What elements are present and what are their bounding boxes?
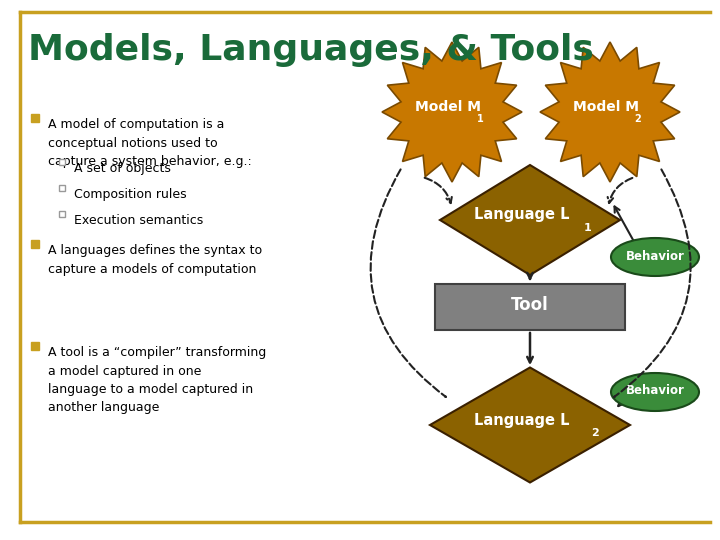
FancyArrowPatch shape (614, 170, 690, 397)
Text: 2: 2 (634, 114, 642, 124)
Text: Language L: Language L (474, 413, 570, 428)
Polygon shape (430, 368, 630, 483)
Text: Model M: Model M (573, 100, 639, 114)
Text: A tool is a “compiler” transforming
a model captured in one
language to a model : A tool is a “compiler” transforming a mo… (48, 346, 266, 415)
Text: Models, Languages, & Tools: Models, Languages, & Tools (28, 33, 594, 67)
Text: Model M: Model M (415, 100, 481, 114)
Text: A model of computation is a
conceptual notions used to
capture a system behavior: A model of computation is a conceptual n… (48, 118, 252, 168)
Text: Execution semantics: Execution semantics (74, 214, 203, 227)
Text: A set of objects: A set of objects (74, 162, 171, 175)
Text: Language L: Language L (474, 207, 570, 222)
Text: 1: 1 (584, 223, 592, 233)
Text: A languages defines the syntax to
capture a models of computation: A languages defines the syntax to captur… (48, 244, 262, 275)
Polygon shape (540, 42, 680, 182)
Polygon shape (440, 165, 620, 275)
Ellipse shape (611, 238, 699, 276)
Text: 2: 2 (591, 428, 599, 438)
Polygon shape (382, 42, 522, 182)
Text: 1: 1 (477, 114, 483, 124)
Text: Tool: Tool (511, 296, 549, 314)
Bar (435, 284, 625, 330)
Text: Behavior: Behavior (626, 249, 685, 262)
Ellipse shape (611, 373, 699, 411)
Text: Composition rules: Composition rules (74, 188, 186, 201)
FancyArrowPatch shape (371, 170, 446, 397)
Text: Behavior: Behavior (626, 384, 685, 397)
